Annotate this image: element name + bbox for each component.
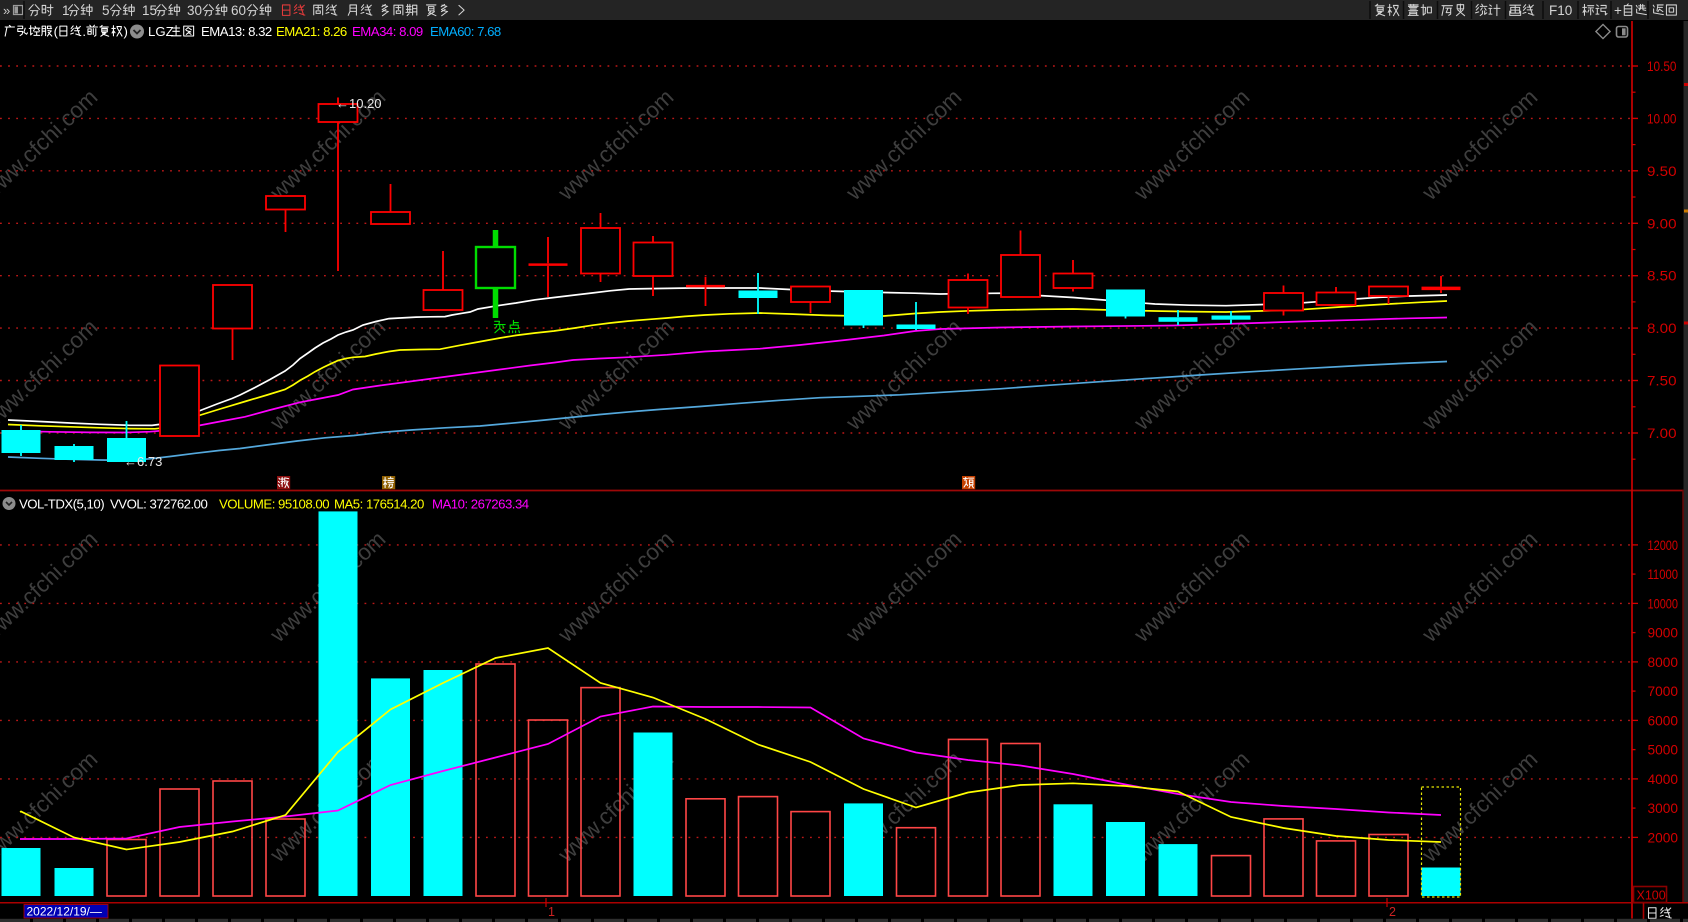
svg-text:9000: 9000 [1648, 625, 1679, 641]
svg-text:X100: X100 [1637, 889, 1666, 903]
svg-text:11000: 11000 [1648, 566, 1679, 582]
svg-text:2000: 2000 [1648, 829, 1679, 845]
svg-text:(: ( [54, 24, 59, 39]
svg-text:5000: 5000 [1648, 742, 1679, 758]
svg-text:LGZ: LGZ [148, 24, 174, 39]
svg-text:12000: 12000 [1648, 537, 1679, 553]
svg-text:»: » [3, 3, 10, 18]
svg-text:10000: 10000 [1648, 595, 1679, 611]
svg-text:2022/12/19/—: 2022/12/19/— [27, 905, 102, 919]
svg-text:10.00: 10.00 [1647, 110, 1677, 126]
svg-text:F10: F10 [1549, 3, 1572, 18]
svg-text:10.50: 10.50 [1647, 58, 1677, 74]
svg-text:+: + [1614, 3, 1622, 18]
svg-text:.: . [82, 24, 86, 39]
svg-text:VOL-TDX(5,10): VOL-TDX(5,10) [19, 497, 104, 512]
svg-text:9.50: 9.50 [1647, 163, 1677, 179]
svg-text:15: 15 [142, 3, 157, 18]
svg-text:5: 5 [102, 3, 110, 18]
svg-text:60: 60 [231, 3, 246, 18]
svg-text:VVOL: 372762.00: VVOL: 372762.00 [110, 497, 208, 512]
svg-text:1: 1 [548, 905, 555, 919]
svg-text:EMA34: 8.09: EMA34: 8.09 [352, 24, 423, 39]
svg-text:8.50: 8.50 [1647, 268, 1677, 284]
svg-text:7.50: 7.50 [1647, 373, 1677, 389]
svg-text:EMA60: 7.68: EMA60: 7.68 [430, 24, 501, 39]
svg-text:7000: 7000 [1648, 683, 1679, 699]
svg-text:7.00: 7.00 [1647, 425, 1677, 441]
svg-text:30: 30 [187, 3, 202, 18]
svg-text:MA10: 267263.34: MA10: 267263.34 [432, 497, 529, 512]
svg-text:9.00: 9.00 [1647, 215, 1677, 231]
svg-text:VOLUME: 95108.00: VOLUME: 95108.00 [219, 497, 329, 512]
svg-text:8.00: 8.00 [1647, 320, 1677, 336]
svg-text:8000: 8000 [1648, 654, 1679, 670]
svg-text:1: 1 [62, 3, 70, 18]
svg-text:MA5: 176514.20: MA5: 176514.20 [334, 497, 424, 512]
svg-text:3000: 3000 [1648, 800, 1679, 816]
svg-text:2: 2 [1389, 905, 1396, 919]
svg-text:←10.20: ←10.20 [336, 96, 382, 111]
svg-text:←6.73: ←6.73 [124, 454, 162, 469]
svg-text:): ) [124, 24, 128, 39]
svg-text:EMA13: 8.32: EMA13: 8.32 [201, 24, 272, 39]
svg-text:EMA21: 8.26: EMA21: 8.26 [276, 24, 347, 39]
svg-text:4000: 4000 [1648, 771, 1679, 787]
svg-text:6000: 6000 [1648, 712, 1679, 728]
